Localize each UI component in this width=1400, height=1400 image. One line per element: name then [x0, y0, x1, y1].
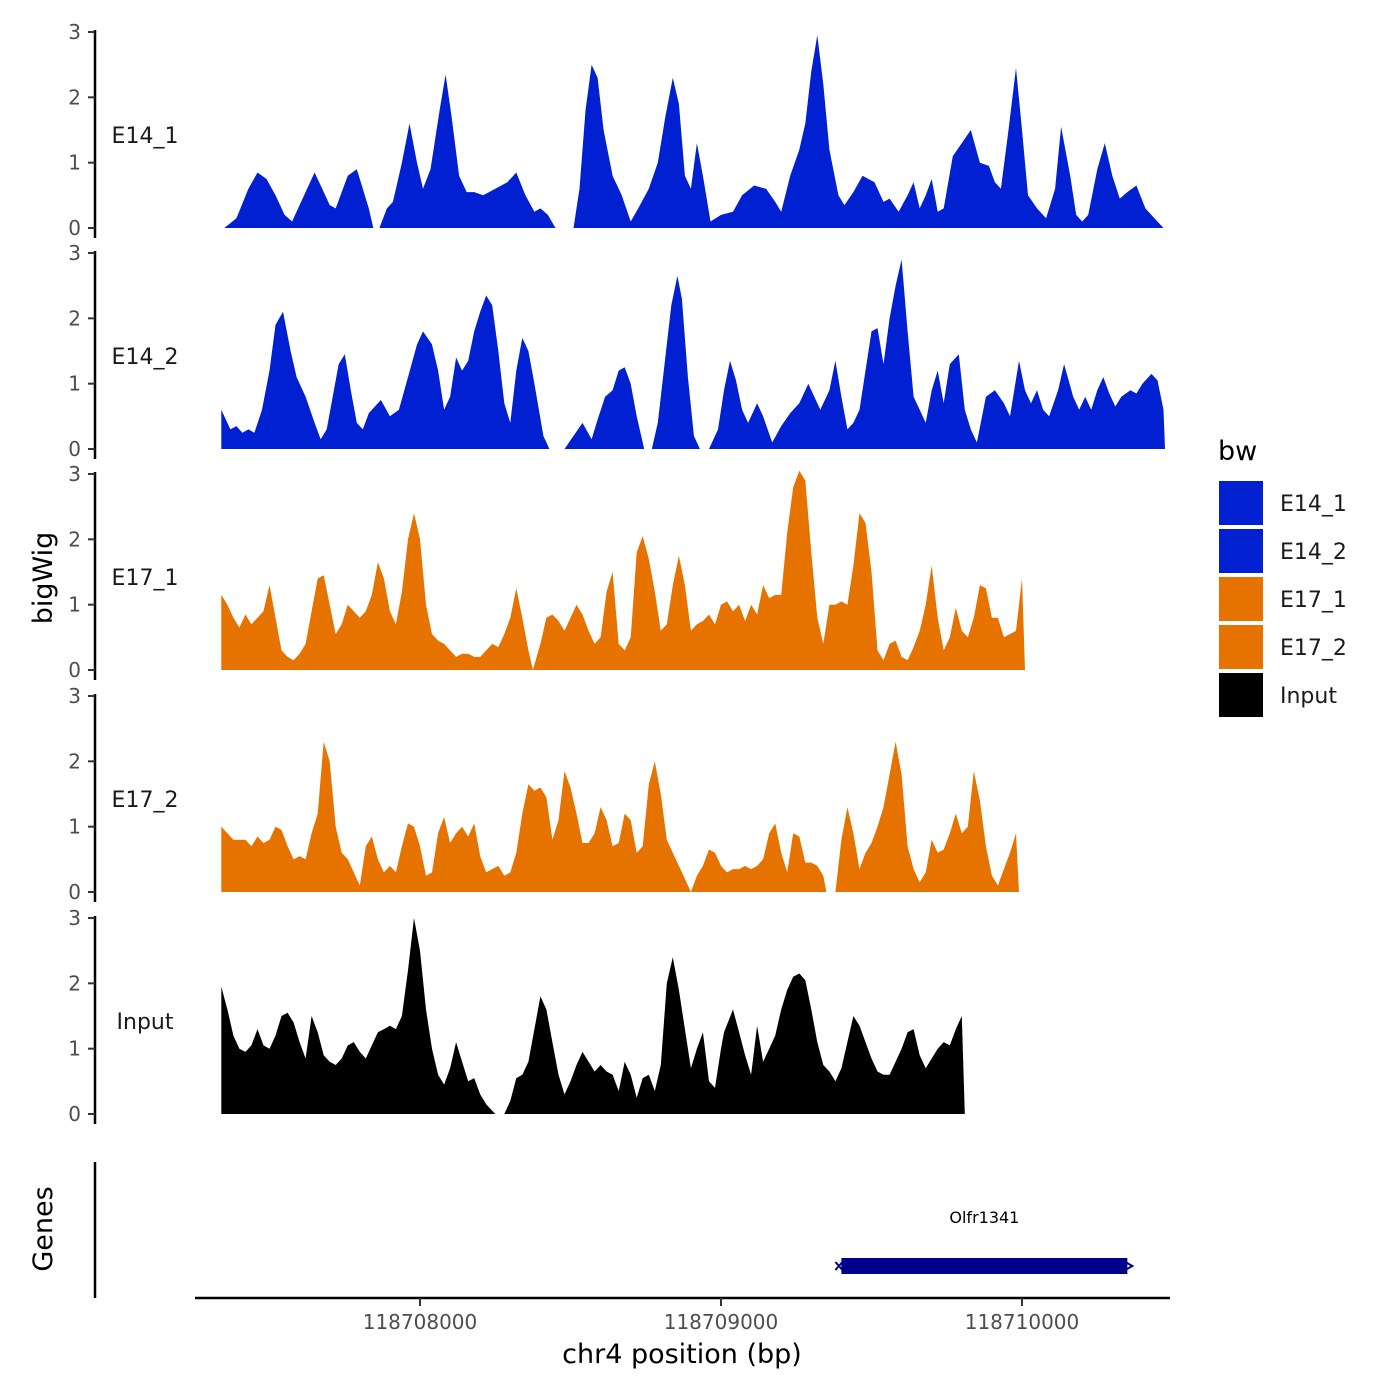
y-tick-label: 0	[68, 216, 81, 240]
y-tick-label: 3	[68, 684, 81, 708]
y-tick-label: 3	[68, 906, 81, 930]
x-tick-label: 118708000	[363, 1310, 478, 1334]
legend-label-E14_2: E14_2	[1280, 540, 1347, 565]
legend-label-E14_1: E14_1	[1280, 492, 1347, 517]
legend-label-E17_2: E17_2	[1280, 636, 1347, 661]
track-label-E14_1: E14_1	[112, 124, 179, 149]
signal-area-E17_1-0	[221, 470, 1026, 670]
track-label-Input: Input	[117, 1010, 174, 1035]
genes-track-title: Genes	[28, 1186, 59, 1271]
legend-key-E17_1	[1217, 575, 1265, 623]
legend-key-E14_1	[1217, 479, 1265, 527]
legend-label-Input: Input	[1280, 684, 1337, 709]
signal-area-E14_2-2	[651, 275, 700, 449]
legend: bw E14_1 E14_2 E17_1 E17_2 Input	[1217, 436, 1347, 719]
track-E14_1: 0 1 2 3 E14_1	[68, 20, 1164, 240]
track-E17_1: 0 1 2 3 E17_1	[68, 462, 1026, 682]
x-tick-label: 118709000	[664, 1310, 779, 1334]
y-tick-label: 1	[68, 151, 81, 175]
y-tick-label: 1	[68, 1037, 81, 1061]
y-tick-label: 0	[68, 880, 81, 904]
signal-area-E17_2-1	[835, 741, 1019, 892]
y-axis-title: bigWig	[28, 532, 59, 625]
signal-area-Input-1	[504, 957, 965, 1114]
y-tick-label: 1	[68, 593, 81, 617]
y-tick-label: 1	[68, 815, 81, 839]
y-tick-label: 0	[68, 437, 81, 461]
y-tick-label: 3	[68, 462, 81, 486]
gene-label-Olfr1341: Olfr1341	[949, 1208, 1019, 1227]
gene-body-Olfr1341	[841, 1258, 1128, 1274]
y-tick-label: 0	[68, 1102, 81, 1126]
signal-area-E14_1-0	[224, 169, 374, 228]
x-tick-label: 118710000	[965, 1310, 1080, 1334]
y-tick-label: 0	[68, 658, 81, 682]
signal-area-Input-0	[221, 918, 496, 1114]
track-label-E17_2: E17_2	[112, 788, 179, 813]
legend-key-E17_2	[1217, 623, 1265, 671]
y-tick-label: 2	[68, 749, 81, 773]
track-label-E14_2: E14_2	[112, 345, 179, 370]
legend-key-Input	[1217, 671, 1265, 719]
signal-area-E14_1-1	[379, 74, 556, 228]
track-label-E17_1: E17_1	[112, 566, 179, 591]
gene-end-marker	[1124, 1261, 1135, 1271]
track-E17_2: 0 1 2 3 E17_2	[68, 684, 1019, 904]
legend-label-E17_1: E17_1	[1280, 588, 1347, 613]
y-tick-label: 3	[68, 20, 81, 44]
signal-area-E17_2-0	[221, 741, 827, 892]
signal-area-E14_2-3	[709, 259, 1165, 449]
y-tick-label: 2	[68, 971, 81, 995]
legend-title: bw	[1218, 436, 1257, 467]
legend-key-E14_2	[1217, 527, 1265, 575]
signal-tracks: 0 1 2 3 E14_1 0 1 2 3 E14_2 0 1 2 3 E17_1 0 1 2 3 E17_2 0 1 2 3…	[68, 20, 1165, 1126]
signal-area-E14_2-0	[221, 295, 550, 449]
y-tick-label: 2	[68, 527, 81, 551]
y-tick-label: 1	[68, 372, 81, 396]
gene-strand-marker	[834, 1261, 844, 1271]
y-tick-label: 2	[68, 85, 81, 109]
signal-area-E14_2-1	[564, 367, 645, 449]
genes-track: Genes Olfr1341	[28, 1162, 1135, 1298]
y-tick-label: 2	[68, 306, 81, 330]
x-axis: 118708000 118709000 118710000	[195, 1296, 1170, 1334]
track-E14_2: 0 1 2 3 E14_2	[68, 241, 1165, 461]
x-axis-title: chr4 position (bp)	[562, 1339, 802, 1370]
signal-area-E14_1-2	[573, 35, 1164, 228]
track-Input: 0 1 2 3 Input	[68, 906, 965, 1126]
y-tick-label: 3	[68, 241, 81, 265]
